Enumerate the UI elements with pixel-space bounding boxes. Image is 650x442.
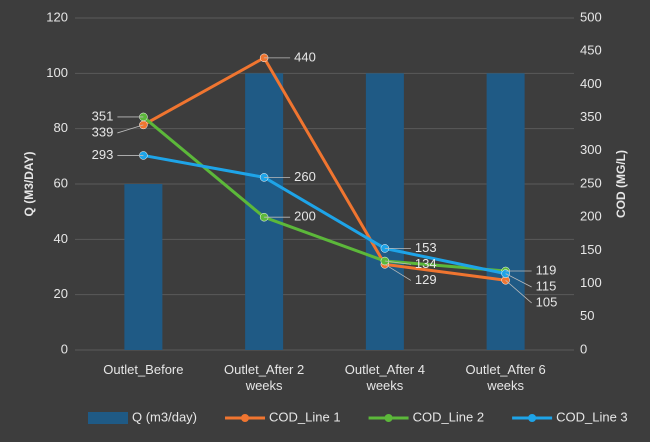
leader-line — [505, 273, 532, 288]
legend-swatch — [528, 414, 537, 422]
leader-line — [505, 279, 532, 304]
y2-tick-label: 350 — [580, 109, 602, 124]
y2-axis-title: COD (MG/L) — [614, 150, 628, 218]
leader-line — [384, 264, 412, 281]
value-label: 129 — [415, 272, 437, 287]
y2-tick-label: 50 — [580, 308, 594, 323]
line-marker — [139, 120, 148, 130]
y2-tick-label: 450 — [580, 43, 602, 58]
y-tick-label: 20 — [54, 286, 68, 301]
legend-swatch — [241, 414, 250, 422]
bar — [124, 184, 163, 350]
y2-tick-label: 300 — [580, 142, 602, 157]
legend-label: Q (m3/day) — [132, 409, 197, 424]
y-tick-label: 60 — [54, 175, 68, 190]
x-tick-label: Outlet_Before — [103, 362, 184, 377]
leader-line — [384, 260, 411, 265]
y-axis-title: Q (M3/DAY) — [22, 152, 36, 217]
y2-tick-label: 500 — [580, 9, 602, 24]
bar — [365, 73, 404, 350]
y-tick-label: 40 — [54, 231, 68, 246]
y2-tick-label: 200 — [580, 209, 602, 224]
y-tick-label: 80 — [54, 120, 68, 135]
y2-tick-label: 400 — [580, 76, 602, 91]
leader-line — [117, 124, 144, 134]
value-label: 351 — [92, 108, 114, 123]
value-label: 440 — [294, 49, 316, 64]
value-label: 293 — [92, 147, 114, 162]
x-tick-label: Outlet_After 4 weeks — [344, 362, 425, 393]
value-label: 105 — [536, 294, 558, 309]
value-label: 200 — [294, 209, 316, 224]
y2-tick-label: 100 — [580, 275, 602, 290]
value-label: 115 — [536, 278, 557, 293]
y2-tick-label: 150 — [580, 242, 602, 257]
y-tick-label: 0 — [61, 341, 68, 356]
line — [143, 153, 506, 276]
line — [142, 115, 506, 273]
line — [142, 55, 506, 282]
y-tick-label: 100 — [46, 65, 68, 80]
bar — [245, 73, 284, 350]
value-label: 339 — [92, 124, 114, 139]
legend-label: COD_Line 2 — [413, 409, 485, 424]
value-label: 153 — [415, 240, 437, 255]
x-tick-label: Outlet_After 6 weeks — [465, 362, 546, 393]
y-tick-label: 120 — [46, 9, 68, 24]
y2-tick-label: 250 — [580, 175, 602, 190]
x-tick-label: Outlet_After 2 weeks — [224, 362, 305, 393]
value-label: 134 — [415, 256, 437, 271]
bar — [486, 73, 525, 350]
legend-label: COD_Line 3 — [556, 409, 628, 424]
value-label: 119 — [536, 262, 557, 277]
y2-tick-label: 0 — [580, 341, 587, 356]
legend-swatch — [88, 412, 128, 424]
value-label: 260 — [294, 169, 316, 184]
legend-label: COD_Line 1 — [269, 409, 341, 424]
legend-swatch — [384, 414, 393, 422]
